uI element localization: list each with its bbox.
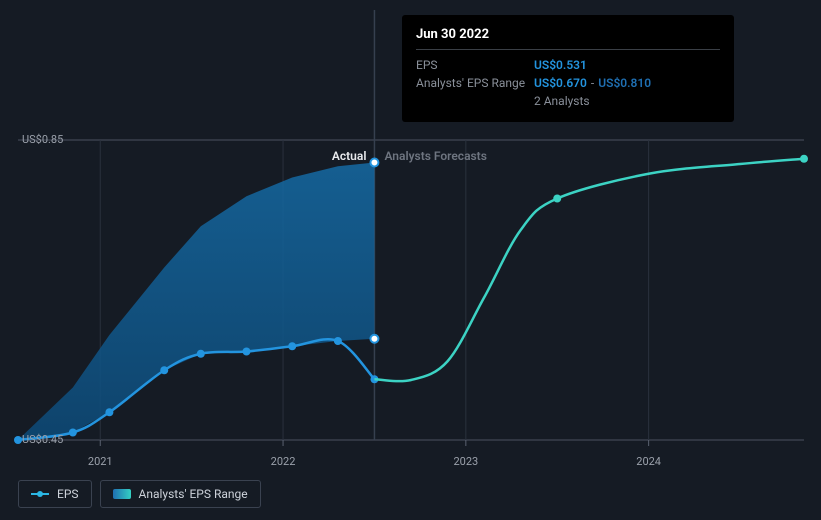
eps-actual-marker[interactable] [288, 342, 296, 350]
tooltip-date: Jun 30 2022 [416, 25, 720, 45]
tooltip-eps-label: EPS [416, 56, 534, 74]
eps-actual-marker[interactable] [105, 408, 113, 416]
eps-forecast-line [374, 159, 804, 381]
x-axis-label: 2021 [88, 455, 113, 468]
range-marker[interactable] [370, 159, 378, 167]
tooltip-range-label: Analysts' EPS Range [416, 74, 534, 92]
eps-actual-marker[interactable] [69, 429, 77, 437]
eps-actual-marker[interactable] [334, 337, 342, 345]
legend-label: EPS [57, 487, 79, 501]
legend-item[interactable]: EPS [18, 480, 92, 508]
legend-item[interactable]: Analysts' EPS Range [100, 480, 261, 508]
x-axis-label: 2022 [271, 455, 296, 468]
y-axis-label: US$0.45 [22, 433, 63, 446]
tooltip-range-low: US$0.670 [534, 76, 587, 90]
eps-actual-marker[interactable] [14, 436, 22, 444]
divider-label-forecast: Analysts Forecasts [384, 149, 486, 163]
chart-legend: EPS Analysts' EPS Range [18, 480, 261, 508]
tooltip-range-sep: - [587, 76, 598, 90]
y-axis-label: US$0.85 [22, 133, 63, 146]
eps-actual-marker[interactable] [242, 348, 250, 356]
range-marker[interactable] [370, 335, 378, 343]
eps-actual-marker[interactable] [160, 366, 168, 374]
tooltip-analyst-count: 2 Analysts [534, 92, 720, 110]
tooltip-separator [416, 49, 720, 50]
legend-label: Analysts' EPS Range [139, 487, 248, 501]
tooltip-range-high: US$0.810 [598, 76, 651, 90]
eps-forecast-marker[interactable] [553, 195, 561, 203]
legend-swatch-gradient [113, 489, 131, 499]
chart-tooltip: Jun 30 2022 EPSUS$0.531Analysts' EPS Rang… [402, 15, 734, 122]
legend-swatch-line [31, 490, 49, 498]
x-axis-label: 2023 [453, 455, 478, 468]
tooltip-eps-value: US$0.531 [534, 56, 587, 74]
eps-actual-marker[interactable] [197, 350, 205, 358]
eps-forecast-marker[interactable] [800, 155, 808, 163]
divider-label-actual: Actual [294, 149, 366, 163]
x-axis-label: 2024 [636, 455, 661, 468]
